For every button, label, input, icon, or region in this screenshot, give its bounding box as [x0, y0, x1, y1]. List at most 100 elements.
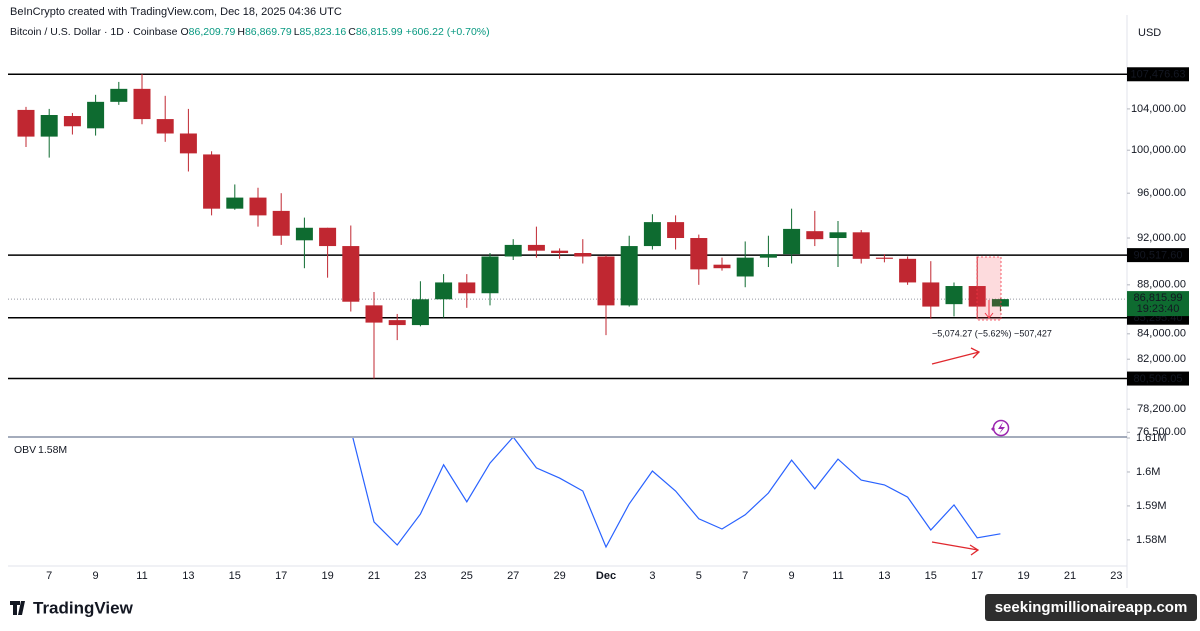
candle-body [110, 88, 128, 102]
legend-value: 1.58M [38, 444, 67, 456]
y-tick-label: 1.59M [1136, 500, 1167, 512]
x-tick-label: 19 [1017, 570, 1029, 582]
currency: USD [1138, 27, 1161, 39]
x-tick-label: 9 [93, 570, 99, 582]
measure-arrow [984, 300, 994, 319]
candle-body [759, 254, 777, 258]
y-tick-label: 78,200.00 [1137, 403, 1186, 415]
ohlc-key: C [348, 26, 356, 38]
ohlc-value: 85,823.16 [300, 26, 347, 38]
y-tick-label: 96,000.00 [1137, 187, 1186, 199]
ohlc-value: 86,869.79 [245, 26, 292, 38]
price-pane [8, 73, 1127, 380]
x-tick-label: 21 [368, 570, 380, 582]
last-price-label: 86,815.99 [1134, 292, 1183, 304]
candle-body [667, 222, 685, 239]
obv-line [352, 438, 1001, 549]
candle-body [319, 227, 337, 247]
y-tick-label: 1.61M [1136, 432, 1167, 444]
annotation-arrow [931, 541, 980, 556]
x-tick-label: 17 [275, 570, 287, 582]
candle-body [875, 257, 893, 259]
axes: 104,000.00 100,000.00 96,000.00 92,000.00 88… [46, 67, 1189, 582]
candle-body [226, 197, 244, 209]
y-tick-label: 92,000.00 [1137, 232, 1186, 244]
x-tick-label: 7 [742, 570, 748, 582]
watermark-box [985, 594, 1197, 621]
candle-body [458, 282, 476, 294]
candle-body [133, 88, 151, 120]
candle-body [922, 282, 940, 307]
x-tick-label: 27 [507, 570, 519, 582]
symbol-line: Bitcoin / U.S. Dollar · 1D · Coinbase O 86… [10, 26, 490, 38]
candle-body [945, 286, 963, 305]
candle-body [899, 258, 917, 283]
x-tick-label: 17 [971, 570, 983, 582]
y-tick-label: 100,000.00 [1131, 144, 1186, 156]
candle-body [411, 299, 429, 326]
level-label-box [1127, 248, 1189, 263]
candle-body [597, 256, 615, 306]
candle-body [643, 222, 661, 247]
x-tick-label: Dec [596, 570, 616, 582]
candle-body [388, 320, 406, 326]
x-tick-label: 23 [414, 570, 426, 582]
x-tick-label: 25 [461, 570, 473, 582]
ohlc-key: O [180, 26, 188, 38]
last-price-box [1127, 291, 1189, 317]
candle-body [783, 228, 801, 255]
candle-body [203, 154, 221, 209]
candle-body [481, 256, 499, 294]
y-tick-label: 1.58M [1136, 534, 1167, 546]
x-tick-label: 11 [832, 570, 843, 582]
y-tick-label: 82,000.00 [1137, 353, 1186, 365]
x-tick-label: 5 [696, 570, 702, 582]
y-tick-label: 1.6M [1136, 466, 1160, 478]
candle-body [852, 232, 870, 259]
measure-label: −5,074.27 (−5.62%) −507,427 [932, 328, 1052, 338]
x-tick-label: 9 [789, 570, 795, 582]
change: +606.22 (+0.70%) [406, 26, 490, 38]
y-tick-label: 88,000.00 [1137, 279, 1186, 291]
legend-name: OBV [14, 444, 36, 456]
candle-body [295, 227, 313, 241]
x-tick-label: 13 [878, 570, 890, 582]
x-tick-label: 19 [321, 570, 333, 582]
candle-body [249, 197, 267, 216]
candle-body [806, 231, 824, 240]
obv-pane [352, 438, 1001, 549]
x-tick-label: 23 [1110, 570, 1122, 582]
lightning-icon[interactable] [991, 419, 1010, 437]
countdown: 19:23:40 [1137, 303, 1180, 315]
candle-body [551, 250, 569, 254]
candle-body [17, 109, 35, 137]
logo-text: TradingView [33, 598, 134, 617]
watermark: seekingmillionaireapp.com [995, 599, 1188, 616]
measure-box [976, 256, 1002, 321]
credit: BeInCrypto created with TradingView.com,… [10, 6, 342, 18]
candle-body [435, 282, 453, 300]
candle-body [365, 305, 383, 323]
candle-body [713, 264, 731, 269]
candle-body [272, 210, 290, 236]
level-label: 80,506.05 [1134, 373, 1183, 385]
x-tick-label: 15 [925, 570, 937, 582]
y-tick-label: 76,500.00 [1137, 426, 1186, 438]
candle-body [829, 232, 847, 239]
x-tick-label: 3 [649, 570, 655, 582]
x-tick-label: 7 [46, 570, 52, 582]
level-label: 90,517.60 [1134, 250, 1183, 262]
candle-body [63, 116, 81, 127]
annotation-arrow [931, 347, 981, 365]
ohlc-key: L [294, 26, 300, 38]
symbol: Bitcoin / U.S. Dollar · 1D · Coinbase [10, 26, 178, 38]
x-tick-label: 11 [136, 570, 147, 582]
candle-body [968, 286, 986, 307]
candle-body [342, 246, 360, 302]
logo: TradingView [10, 598, 134, 617]
level-label: 107,476.63 [1130, 69, 1185, 81]
candle-body [504, 244, 522, 257]
y-tick-label: 84,000.00 [1137, 328, 1186, 340]
x-tick-label: 13 [182, 570, 194, 582]
